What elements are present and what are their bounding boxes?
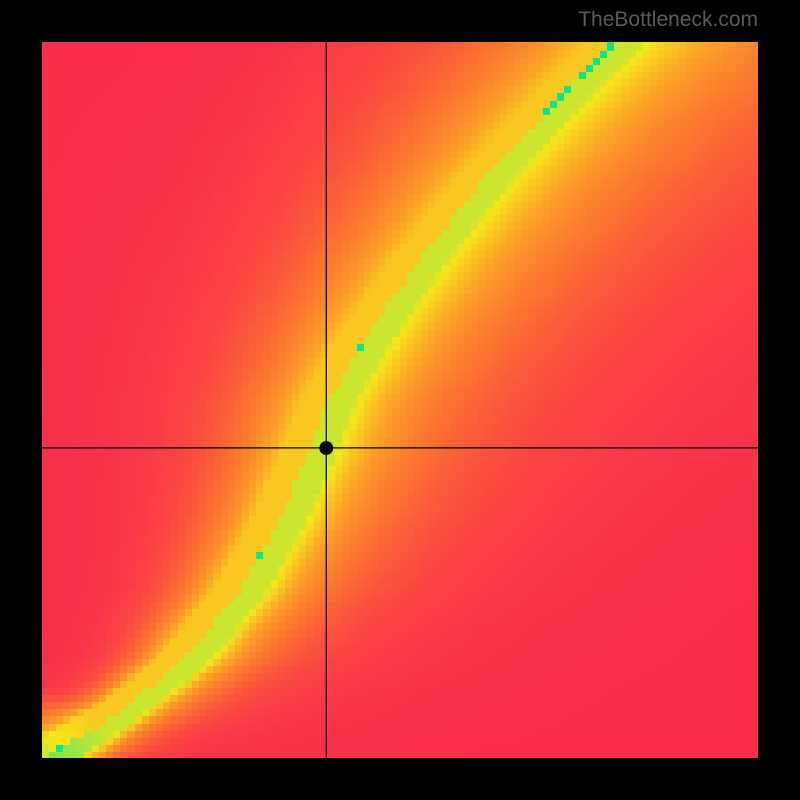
heatmap-plot <box>42 42 758 758</box>
watermark-text: TheBottleneck.com <box>578 8 758 32</box>
heatmap-canvas <box>42 42 758 758</box>
